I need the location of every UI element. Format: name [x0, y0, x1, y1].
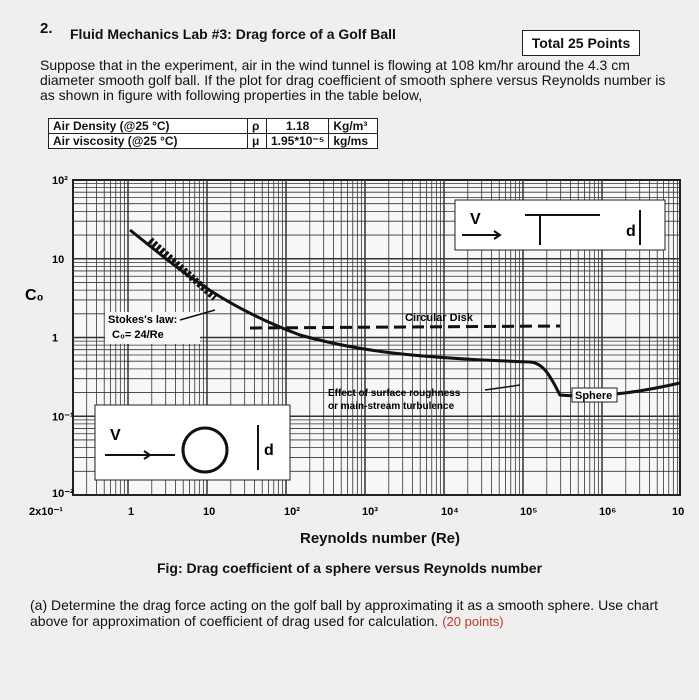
- inset-label: V: [470, 211, 481, 228]
- pointer: [484, 384, 521, 391]
- y-tick-label: 1: [52, 333, 58, 345]
- cell: kg/ms: [328, 133, 379, 149]
- inset-label: d: [626, 223, 636, 240]
- figure: V d V d Stokes's law: C₀= 24/Re Circular…: [25, 175, 684, 518]
- disk-line: [249, 324, 561, 330]
- stokes-line: [147, 237, 218, 301]
- inset-arrow: [105, 450, 175, 460]
- properties-table: Air Density (@25 °C) ρ 1.18 Kg/m³ Air vi…: [48, 118, 379, 149]
- annotation: Effect of surface roughness: [328, 388, 461, 399]
- points-box: Total 25 Points: [522, 30, 640, 56]
- annotation: C₀= 24/Re: [112, 329, 164, 341]
- x-tick-label: 10³: [362, 506, 378, 518]
- question: (a) Determine the drag force acting on t…: [30, 597, 695, 630]
- caption: Fig: Drag coefficient of a sphere versus…: [156, 560, 543, 576]
- question-points: (20 points): [442, 614, 504, 629]
- annotation: Sphere: [575, 390, 612, 402]
- cell: Kg/m³: [328, 118, 379, 134]
- question-text: (a) Determine the drag force acting on t…: [30, 597, 658, 629]
- x-tick-label: 2x10⁻¹: [29, 506, 63, 518]
- paragraph: Suppose that in the experiment, air in t…: [40, 57, 666, 103]
- inset-label: V: [110, 427, 121, 444]
- x-tick-label: 10: [672, 506, 684, 518]
- x-tick-label: 10: [203, 506, 215, 518]
- annotation: or main-stream turbulence: [328, 401, 455, 412]
- inset-top: [454, 199, 666, 251]
- ball: [181, 426, 229, 474]
- y-tick-label: 10²: [52, 175, 68, 187]
- x-tick-label: 10⁴: [441, 506, 459, 518]
- annotation: Circular Disk: [405, 312, 474, 324]
- title: Fluid Mechanics Lab #3: Drag force of a …: [70, 26, 396, 42]
- inset-arrow: [462, 210, 641, 245]
- y-tick-label: 10⁻¹: [52, 411, 74, 423]
- question-number: 2.: [40, 20, 53, 37]
- x-axis-label: Reynolds number (Re): [299, 530, 461, 547]
- x-tick-label: 10⁶: [599, 506, 616, 518]
- annotation: Stokes's law:: [108, 314, 177, 326]
- x-tick-label: 1: [128, 506, 134, 518]
- y-axis-label: C₀: [25, 287, 44, 304]
- inset-label: d: [264, 442, 274, 459]
- x-tick-label: 10⁵: [520, 506, 537, 518]
- y-tick-label: 10: [52, 254, 64, 266]
- label-bg: [571, 387, 618, 403]
- y-tick-label: 10⁻²: [52, 488, 74, 500]
- pointer: [179, 309, 216, 321]
- label-bg: [105, 312, 200, 344]
- cell: Air viscosity (@25 °C): [48, 133, 248, 149]
- x-tick-label: 10²: [284, 506, 300, 518]
- cell: 1.95*10⁻⁵: [265, 133, 330, 149]
